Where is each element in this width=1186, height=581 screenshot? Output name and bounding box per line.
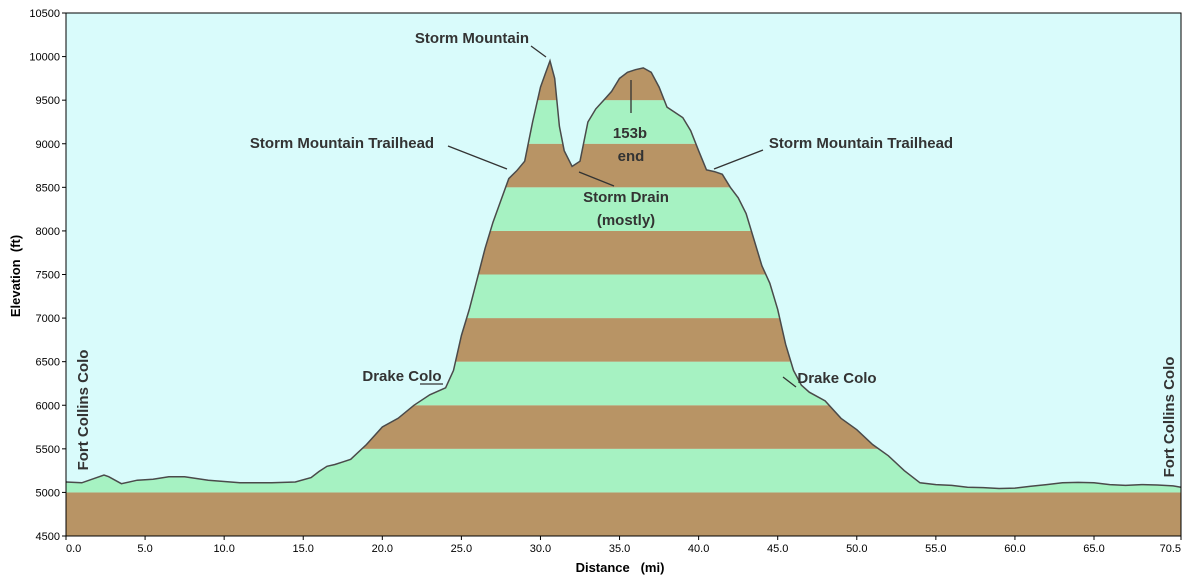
y-tick-label: 9500 (36, 95, 60, 107)
y-tick-label: 7500 (36, 270, 60, 282)
y-tick-label: 9000 (36, 139, 60, 151)
y-tick-label: 10000 (29, 52, 60, 64)
elevation-profile-line (65, 58, 1182, 490)
y-axis-title: Elevation (ft) (8, 235, 23, 317)
annotation-153b: 153b (613, 125, 647, 142)
x-tick-label: 60.0 (1004, 543, 1025, 555)
x-tick-label: 35.0 (609, 543, 630, 555)
x-tick-label: 30.0 (530, 543, 551, 555)
x-tick-label: 5.0 (137, 543, 152, 555)
x-axis-title: Distance (mi) (576, 560, 665, 575)
x-tick-label: 20.0 (372, 543, 393, 555)
y-axis: 4500 5000 5500 6000 6500 7000 7500 8000 8500 9000… (29, 8, 66, 543)
annotation-end: end (618, 148, 645, 165)
annotation-fort-collins-right: Fort Collins Colo (1161, 357, 1178, 478)
leader-trailhead-left (447, 145, 508, 170)
annotation-fort-collins-left: Fort Collins Colo (75, 350, 92, 471)
annotation-drake-left: Drake Colo (362, 368, 441, 385)
y-tick-label: 6500 (36, 357, 60, 369)
annotation-storm-mountain: Storm Mountain (415, 30, 529, 47)
y-tick-label: 5500 (36, 444, 60, 456)
leader-storm-mountain (530, 45, 547, 58)
x-tick-label: 45.0 (767, 543, 788, 555)
y-tick-label: 4500 (36, 531, 60, 543)
x-tick-label: 10.0 (213, 543, 234, 555)
y-tick-label: 5000 (36, 487, 60, 499)
y-tick-label: 10500 (29, 8, 60, 20)
annotation-leaders (420, 45, 797, 388)
x-tick-label: 65.0 (1083, 543, 1104, 555)
x-tick-label: 40.0 (688, 543, 709, 555)
elevation-band (66, 492, 1181, 536)
x-tick-label: 25.0 (451, 543, 472, 555)
x-tick-label: 55.0 (925, 543, 946, 555)
y-tick-label: 8500 (36, 182, 60, 194)
annotation-drake-right: Drake Colo (797, 370, 876, 387)
annotation-mostly: (mostly) (597, 212, 655, 229)
leader-drake-right (782, 376, 797, 388)
annotation-trailhead-left: Storm Mountain Trailhead (250, 135, 434, 152)
x-tick-label: 70.5 (1160, 543, 1181, 555)
x-axis: 0.0 5.0 10.0 15.0 20.0 25.0 30.0 35.0 40.0 45.0 50… (65, 536, 1182, 555)
y-tick-label: 7000 (36, 313, 60, 325)
leader-trailhead-right (713, 149, 764, 170)
y-tick-label: 6000 (36, 400, 60, 412)
leader-storm-drain (578, 171, 615, 187)
y-tick-label: 8000 (36, 226, 60, 238)
x-tick-label: 0.0 (66, 543, 81, 555)
x-tick-label: 15.0 (293, 543, 314, 555)
x-tick-label: 50.0 (846, 543, 867, 555)
annotation-trailhead-right: Storm Mountain Trailhead (769, 135, 953, 152)
annotation-storm-drain: Storm Drain (583, 189, 669, 206)
